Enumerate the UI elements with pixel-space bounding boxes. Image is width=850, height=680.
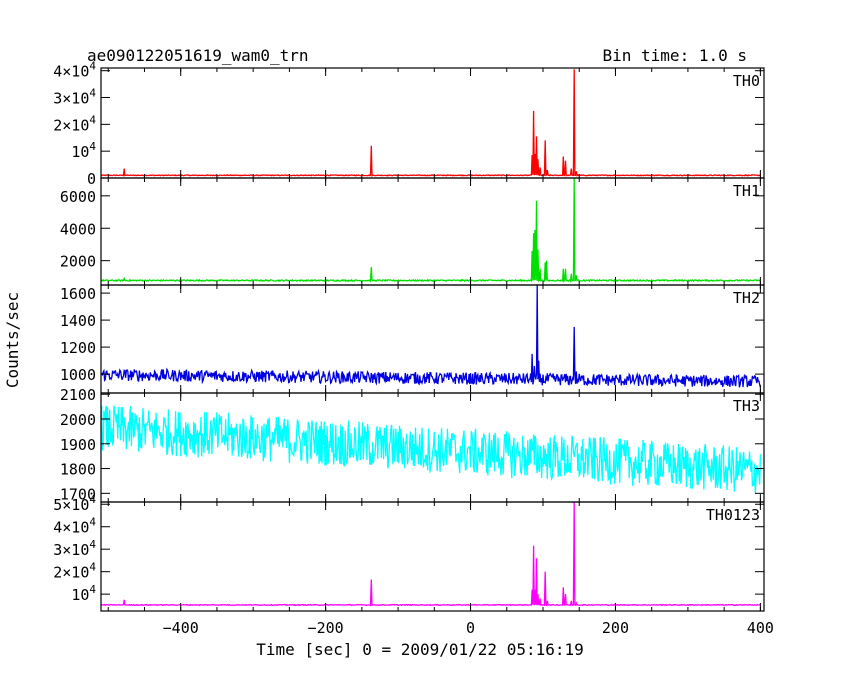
y-tick-label: 0 bbox=[87, 170, 96, 188]
y-tick-label: 3×104 bbox=[53, 87, 96, 108]
y-axis-label: Counts/sec bbox=[3, 292, 22, 388]
y-tick-label: 1000 bbox=[60, 366, 96, 384]
y-tick-label: 6000 bbox=[60, 188, 96, 206]
y-tick-label: 2×104 bbox=[53, 561, 96, 582]
x-tick-label: −200 bbox=[308, 619, 344, 637]
panel-th3: TH3 1700 1800 1900 2000 2100 bbox=[60, 386, 765, 503]
y-tick-label: 1700 bbox=[60, 485, 96, 503]
y-tick-label: 1200 bbox=[60, 339, 96, 357]
x-tick-label: 400 bbox=[747, 619, 774, 637]
y-tick-label: 3×104 bbox=[53, 538, 96, 559]
y-tick-label: 104 bbox=[71, 583, 96, 604]
series-line-th3 bbox=[101, 405, 762, 494]
y-tick-label: 4×104 bbox=[53, 60, 96, 81]
chart-title: ae090122051619_wam0_trn bbox=[87, 46, 309, 65]
panel-label: TH3 bbox=[733, 397, 760, 415]
y-tick-label: 1800 bbox=[60, 461, 96, 479]
panel-label: TH0123 bbox=[706, 506, 760, 524]
y-tick-label: 1600 bbox=[60, 285, 96, 303]
panel-th1: TH1 2000 4000 6000 bbox=[60, 177, 765, 286]
panel-frame bbox=[100, 67, 765, 179]
panel-label: TH0 bbox=[733, 72, 760, 90]
y-tick-label: 5×104 bbox=[53, 493, 96, 514]
y-tick-label: 1400 bbox=[60, 312, 96, 330]
panel-frame bbox=[100, 177, 765, 286]
y-tick-label: 104 bbox=[71, 140, 96, 161]
bin-time-label: Bin time: 1.0 s bbox=[603, 46, 748, 65]
y-tick-label: 4×104 bbox=[53, 516, 96, 537]
y-tick-label: 2000 bbox=[60, 253, 96, 271]
y-tick-label: 1900 bbox=[60, 436, 96, 454]
x-tick-label: −400 bbox=[163, 619, 199, 637]
series-line-th1 bbox=[101, 178, 761, 284]
y-tick-label: 2100 bbox=[60, 386, 96, 404]
panel-th2: TH2 1000 1200 1400 1600 bbox=[60, 284, 765, 394]
y-tick-label: 4000 bbox=[60, 220, 96, 238]
panel-label: TH2 bbox=[733, 289, 760, 307]
panel-th0: TH0 0 104 2×104 3×104 4×104 bbox=[53, 60, 765, 188]
x-tick-label: 0 bbox=[466, 619, 475, 637]
panels-layer: TH001042×1043×1044×104TH1200040006000TH2… bbox=[53, 60, 774, 637]
y-tick-label: 2000 bbox=[60, 411, 96, 429]
panel-label: TH1 bbox=[733, 182, 760, 200]
y-tick-label: 2×104 bbox=[53, 113, 96, 134]
series-line-th0123 bbox=[101, 502, 761, 607]
series-line-th0 bbox=[101, 69, 761, 177]
panel-frame bbox=[100, 501, 765, 612]
x-tick-label: 200 bbox=[602, 619, 629, 637]
series-line-th2 bbox=[101, 285, 762, 388]
x-axis-label: Time [sec] 0 = 2009/01/22 05:16:19 bbox=[256, 640, 584, 659]
